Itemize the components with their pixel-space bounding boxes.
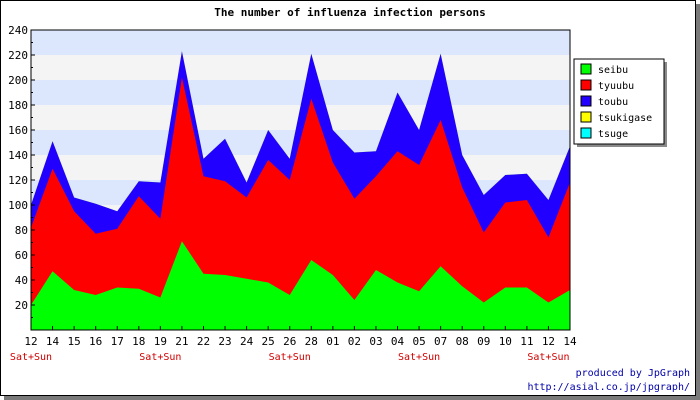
- x-tick-label: 28: [305, 335, 318, 348]
- x-tick-label: 23: [218, 335, 231, 348]
- area-series-tyuubu: [31, 77, 570, 330]
- legend-label-tsuge: tsuge: [598, 129, 628, 140]
- x-tick-label: 18: [132, 335, 145, 348]
- x-tick-label: 07: [434, 335, 447, 348]
- y-tick-label: 200: [8, 74, 28, 87]
- x-tick-label: 19: [154, 335, 167, 348]
- x-tick-label: 10: [499, 335, 512, 348]
- x-tick-label: 26: [283, 335, 296, 348]
- x-axis: 12 14 15 16 17 18 19 21 22 23 24 25 26 28 01 02 03 04 05 07…: [10, 326, 577, 363]
- y-tick-label: 120: [8, 174, 28, 187]
- legend-label-toubu: toubu: [598, 97, 628, 108]
- weekend-marker-label: Sat+Sun: [10, 352, 52, 363]
- y-tick-label: 60: [15, 249, 28, 262]
- credit-produced-by: produced by JpGraph: [576, 368, 690, 379]
- legend-label-tyuubu: tyuubu: [598, 81, 634, 92]
- legend: seibu tyuubu toubu tsukigase tsuge: [573, 58, 667, 147]
- grid-band: [31, 80, 570, 105]
- chart-title: The number of influenza infection person…: [214, 6, 486, 19]
- x-tick-label: 21: [175, 335, 188, 348]
- legend-swatch-toubu: [580, 95, 592, 107]
- legend-label-tsukigase: tsukigase: [598, 113, 652, 124]
- x-tick-label: 11: [520, 335, 533, 348]
- y-tick-label: 80: [15, 224, 28, 237]
- x-tick-label: 14: [46, 335, 60, 348]
- x-tick-label: 04: [391, 335, 405, 348]
- legend-swatch-tsukigase: [580, 111, 592, 123]
- x-tick-label: 12: [24, 335, 37, 348]
- x-tick-label: 16: [89, 335, 102, 348]
- weekend-marker-label: Sat+Sun: [398, 352, 440, 363]
- y-tick-label: 100: [8, 199, 28, 212]
- weekend-marker-label: Sat+Sun: [527, 352, 569, 363]
- credit-url: http://asial.co.jp/jpgraph/: [527, 382, 690, 393]
- x-tick-label: 15: [67, 335, 80, 348]
- x-tick-label: 24: [240, 335, 254, 348]
- x-tick-label: 09: [477, 335, 490, 348]
- y-tick-label: 180: [8, 99, 28, 112]
- weekend-marker-label: Sat+Sun: [139, 352, 181, 363]
- x-tick-label: 17: [111, 335, 124, 348]
- area-series-seibu: [31, 241, 570, 330]
- x-tick-label: 22: [197, 335, 210, 348]
- stacked-areas: [31, 51, 570, 330]
- grid-band: [31, 30, 570, 55]
- weekend-marker-label: Sat+Sun: [269, 352, 311, 363]
- y-axis: 20 40 60 80 100 120 140 160 180 200 220 240: [8, 24, 35, 318]
- x-tick-label: 05: [412, 335, 425, 348]
- y-tick-label: 140: [8, 149, 28, 162]
- x-tick-label: 14: [563, 335, 577, 348]
- y-tick-label: 220: [8, 49, 28, 62]
- legend-swatch-seibu: [580, 63, 592, 75]
- grid-band: [31, 55, 570, 80]
- x-tick-label: 12: [542, 335, 555, 348]
- x-tick-label: 03: [369, 335, 382, 348]
- legend-label-seibu: seibu: [598, 65, 628, 76]
- y-tick-label: 40: [15, 274, 28, 287]
- legend-swatch-tyuubu: [580, 79, 592, 91]
- x-tick-label: 08: [456, 335, 469, 348]
- legend-swatch-tsuge: [580, 127, 592, 139]
- y-tick-label: 240: [8, 24, 28, 37]
- x-tick-label: 02: [348, 335, 361, 348]
- y-tick-label: 160: [8, 124, 28, 137]
- y-tick-label: 20: [15, 299, 28, 312]
- x-tick-label: 01: [326, 335, 339, 348]
- x-tick-label: 25: [262, 335, 275, 348]
